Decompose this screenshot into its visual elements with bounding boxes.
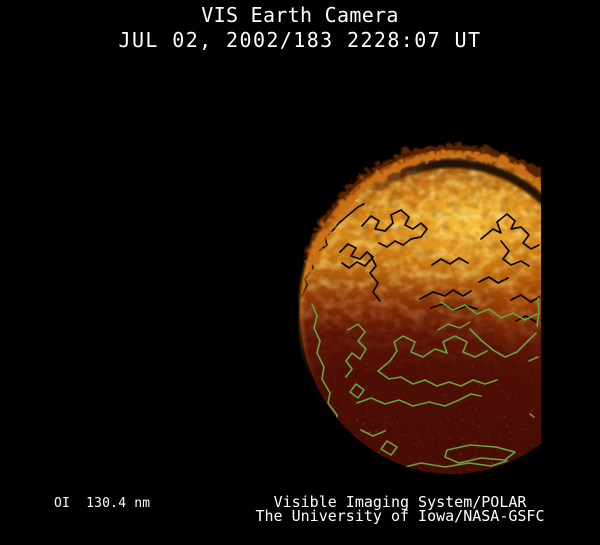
- credit-block: Visible Imaging System/POLAR The Univers…: [250, 493, 550, 525]
- left-limb-glow: [297, 230, 325, 382]
- page-title: VIS Earth Camera: [201, 3, 399, 27]
- credit-line-1: Visible Imaging System/POLAR: [273, 493, 527, 511]
- camera-fov: [297, 141, 541, 474]
- limb-bright-rim: [303, 148, 541, 272]
- limb-outer-fuzz: [300, 141, 541, 257]
- earth-disc: [300, 150, 541, 474]
- limb-dark-lane: [364, 159, 541, 282]
- timestamp: JUL 02, 2002/183 2228:07 UT: [118, 28, 482, 52]
- wavelength-label: OI 130.4 nm: [54, 496, 151, 511]
- credit-line-2: The University of Iowa/NASA-GSFC: [255, 507, 545, 525]
- nightside-speckle: [300, 150, 541, 474]
- coastline-overlay-day: [301, 193, 540, 323]
- title-block: VIS Earth Camera JUL 02, 2002/183 2228:0…: [0, 3, 600, 53]
